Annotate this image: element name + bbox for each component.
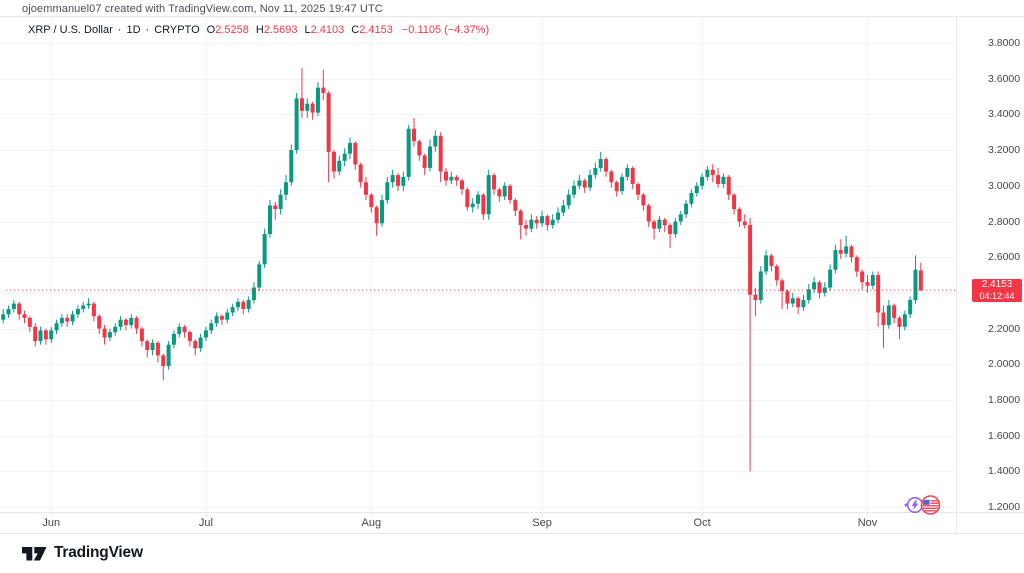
price-axis-label: 3.2000 xyxy=(988,144,1021,157)
ohlc-close: C2.4153 xyxy=(351,24,393,36)
last-price-value: 2.4153 xyxy=(981,279,1013,291)
price-axis-label: 2.0000 xyxy=(988,358,1021,371)
interval-label: 1D xyxy=(126,24,141,36)
ohlc-low: L2.4103 xyxy=(304,24,345,36)
time-axis-label: Aug xyxy=(361,517,382,529)
legend-separator: · xyxy=(117,24,122,36)
time-axis-label: Oct xyxy=(693,517,711,529)
price-axis-label: 3.6000 xyxy=(988,72,1021,85)
price-axis-label: 3.0000 xyxy=(988,179,1021,192)
change-label: −0.1105 (−4.37%) xyxy=(401,24,490,36)
symbol-title: XRP / U.S. Dollar xyxy=(28,24,113,36)
price-axis-label: 1.6000 xyxy=(988,429,1021,442)
exchange-label: CRYPTO xyxy=(154,24,200,36)
price-axis-label: 3.4000 xyxy=(988,108,1021,121)
time-axis-label: Sep xyxy=(532,517,552,529)
ohlc-open: O2.5258 xyxy=(206,24,249,36)
ohlc-high: H2.5693 xyxy=(255,24,298,36)
price-axis-label: 1.4000 xyxy=(988,465,1021,478)
time-axis-label: Nov xyxy=(857,517,878,529)
time-axis-label: Jul xyxy=(198,517,213,529)
price-axis-label: 2.6000 xyxy=(988,251,1021,264)
price-axis-label: 1.8000 xyxy=(988,394,1021,406)
publisher-watermark-icon xyxy=(902,493,946,517)
price-axis-label: 1.2000 xyxy=(988,501,1021,514)
price-axis-label: 2.8000 xyxy=(988,215,1021,228)
attribution-text: ojoemmanuel07 created with TradingView.c… xyxy=(22,3,383,15)
tradingview-mark-icon xyxy=(22,547,47,561)
tradingview-logo-text: TradingView xyxy=(54,543,143,561)
chart-legend[interactable]: XRP / U.S. Dollar · 1D · CRYPTO O2.5258 … xyxy=(28,24,489,36)
last-price-badge: 2.4153 04:12:44 xyxy=(972,279,1022,303)
time-axis-label: Jun xyxy=(42,517,61,529)
tradingview-logo[interactable]: TradingView xyxy=(22,543,143,562)
candle-countdown: 04:12:44 xyxy=(979,291,1015,302)
legend-separator: · xyxy=(145,24,150,36)
price-axis-label: 3.8000 xyxy=(988,37,1021,49)
price-axis-label: 2.2000 xyxy=(988,322,1021,335)
